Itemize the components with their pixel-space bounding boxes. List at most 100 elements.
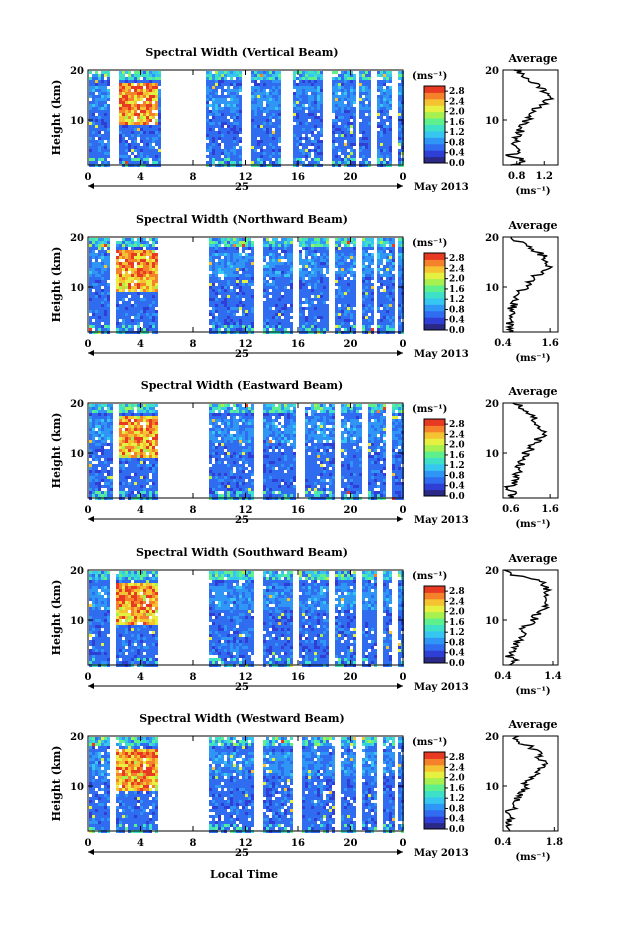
heatmap-cell [362,319,365,322]
heatmap-cell [125,71,128,74]
heatmap-cell [338,259,341,262]
heatmap-cell [347,304,350,307]
heatmap-cell [212,155,215,158]
heatmap-cell [128,107,131,110]
heatmap-cell [287,316,290,319]
heatmap-cell [131,434,134,437]
heatmap-cell [227,268,230,271]
average-xlabel: (ms⁻¹) [515,186,550,197]
heatmap-cell [281,280,284,283]
heatmap-cell [221,289,224,292]
heatmap-cell [359,131,362,134]
heatmap-cell [338,286,341,289]
heatmap-cell [347,307,350,310]
heatmap-cell [107,277,110,280]
heatmap-cell [251,101,254,104]
heatmap-cell [251,77,254,80]
heatmap-cell [110,446,113,449]
heatmap-cell [299,268,302,271]
heatmap-cell [233,152,236,155]
heatmap-cell [107,301,110,304]
heatmap-cell [143,83,146,86]
heatmap-cell [362,134,365,137]
heatmap-cell [335,146,338,149]
heatmap-cell [377,322,380,325]
heatmap-cell [347,298,350,301]
heatmap-cell [299,319,302,322]
heatmap-cell [251,301,254,304]
heatmap-cell [137,125,140,128]
heatmap-cell [146,137,149,140]
heatmap-cell [260,155,263,158]
heatmap-cell [239,262,242,265]
heatmap-cell [122,295,125,298]
heatmap-cell [242,328,245,331]
heatmap-cell [98,80,101,83]
heatmap-cell [206,122,209,125]
heatmap-cell [149,119,152,122]
heatmap-cell [131,455,134,458]
heatmap-cell [305,80,308,83]
heatmap-cell [101,80,104,83]
heatmap-cell [362,328,365,331]
heatmap-cell [272,149,275,152]
heatmap-cell [338,277,341,280]
heatmap-cell [296,92,299,95]
heatmap-cell [224,247,227,250]
heatmap-cell [260,92,263,95]
heatmap-cell [134,319,137,322]
heatmap-cell [116,283,119,286]
heatmap-cell [92,428,95,431]
heatmap-cell [260,149,263,152]
heatmap-cell [317,92,320,95]
heatmap-cell [125,283,128,286]
heatmap-cell [149,295,152,298]
heatmap-cell [338,271,341,274]
heatmap-cell [335,107,338,110]
heatmap-cell [389,277,392,280]
heatmap-cell [152,247,155,250]
heatmap-cell [92,104,95,107]
heatmap-cell [119,98,122,101]
heatmap-cell [95,289,98,292]
heatmap-cell [266,128,269,131]
heatmap-cell [236,265,239,268]
heatmap-cell [122,238,125,241]
heatmap-cell [107,286,110,289]
heatmap-cell [227,122,230,125]
heatmap-cell [107,259,110,262]
heatmap-cell [383,158,386,161]
heatmap-cell [107,416,110,419]
heatmap-cell [95,277,98,280]
heatmap-cell [242,244,245,247]
heatmap-cell [140,125,143,128]
heatmap-cell [350,104,353,107]
heatmap-cell [152,280,155,283]
heatmap-cell [332,146,335,149]
heatmap-cell [338,86,341,89]
heatmap-cell [122,277,125,280]
heatmap-cell [251,86,254,89]
heatmap-cell [269,262,272,265]
heatmap-cell [275,304,278,307]
heatmap-cell [233,238,236,241]
heatmap-cell [341,292,344,295]
heatmap-cell [107,422,110,425]
heatmap-cell [389,259,392,262]
heatmap-cell [251,125,254,128]
heatmap-cell [92,107,95,110]
heatmap-cell [149,325,152,328]
heatmap-cell [272,301,275,304]
heatmap-cell [347,77,350,80]
heatmap-cell [260,86,263,89]
heatmap-cell [206,107,209,110]
heatmap-cell [119,437,122,440]
heatmap-cell [89,280,92,283]
heatmap-cell [275,143,278,146]
heatmap-cell [386,113,389,116]
heatmap-cell [305,71,308,74]
heatmap-cell [137,149,140,152]
heatmap-cell [347,155,350,158]
heatmap-cell [353,131,356,134]
heatmap-cell [314,89,317,92]
